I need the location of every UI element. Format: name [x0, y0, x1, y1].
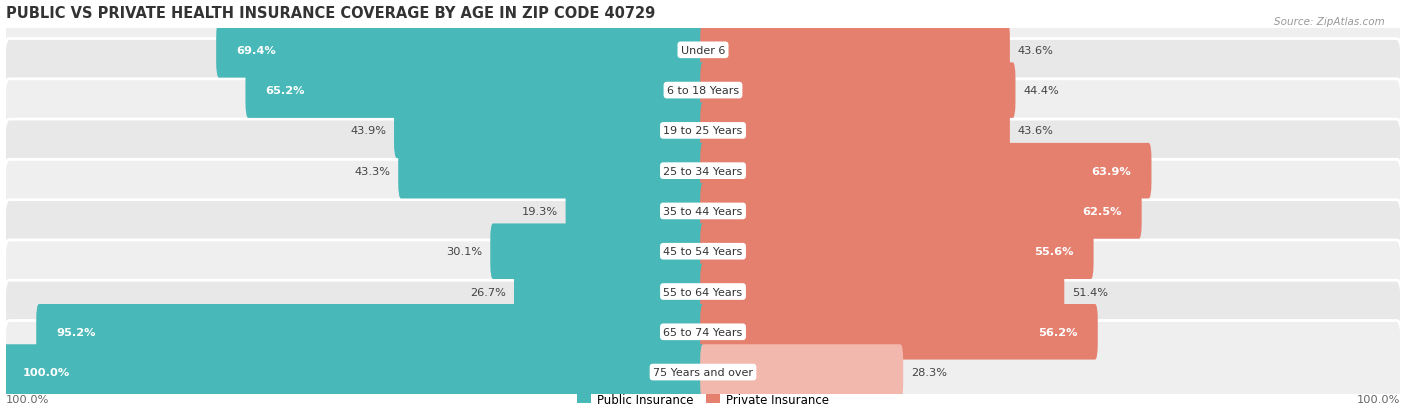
Text: 43.6%: 43.6%: [1018, 126, 1053, 136]
FancyBboxPatch shape: [515, 264, 706, 320]
FancyBboxPatch shape: [3, 0, 1403, 102]
FancyBboxPatch shape: [700, 184, 1142, 239]
Text: 51.4%: 51.4%: [1071, 287, 1108, 297]
Text: 43.3%: 43.3%: [354, 166, 391, 176]
Text: Under 6: Under 6: [681, 46, 725, 56]
FancyBboxPatch shape: [700, 224, 1094, 279]
Text: 95.2%: 95.2%: [56, 327, 96, 337]
Text: 25 to 34 Years: 25 to 34 Years: [664, 166, 742, 176]
FancyBboxPatch shape: [3, 344, 706, 400]
Text: 63.9%: 63.9%: [1091, 166, 1132, 176]
Text: 65 to 74 Years: 65 to 74 Years: [664, 327, 742, 337]
FancyBboxPatch shape: [700, 344, 903, 400]
FancyBboxPatch shape: [700, 264, 1064, 320]
Text: 26.7%: 26.7%: [471, 287, 506, 297]
Text: 55 to 64 Years: 55 to 64 Years: [664, 287, 742, 297]
Text: 100.0%: 100.0%: [6, 394, 49, 404]
Legend: Public Insurance, Private Insurance: Public Insurance, Private Insurance: [572, 388, 834, 411]
Text: 56.2%: 56.2%: [1038, 327, 1077, 337]
Text: Source: ZipAtlas.com: Source: ZipAtlas.com: [1274, 17, 1385, 26]
FancyBboxPatch shape: [3, 240, 1403, 343]
Text: 100.0%: 100.0%: [1357, 394, 1400, 404]
FancyBboxPatch shape: [3, 160, 1403, 263]
Text: 43.9%: 43.9%: [350, 126, 387, 136]
FancyBboxPatch shape: [700, 103, 1010, 159]
FancyBboxPatch shape: [700, 23, 1010, 78]
Text: 43.6%: 43.6%: [1018, 46, 1053, 56]
FancyBboxPatch shape: [491, 224, 706, 279]
FancyBboxPatch shape: [3, 80, 1403, 183]
Text: 62.5%: 62.5%: [1083, 206, 1122, 216]
FancyBboxPatch shape: [3, 120, 1403, 223]
FancyBboxPatch shape: [700, 144, 1152, 199]
FancyBboxPatch shape: [398, 144, 706, 199]
Text: 19 to 25 Years: 19 to 25 Years: [664, 126, 742, 136]
Text: 55.6%: 55.6%: [1033, 247, 1073, 256]
Text: 45 to 54 Years: 45 to 54 Years: [664, 247, 742, 256]
FancyBboxPatch shape: [217, 23, 706, 78]
FancyBboxPatch shape: [3, 40, 1403, 142]
Text: PUBLIC VS PRIVATE HEALTH INSURANCE COVERAGE BY AGE IN ZIP CODE 40729: PUBLIC VS PRIVATE HEALTH INSURANCE COVER…: [6, 5, 655, 21]
Text: 75 Years and over: 75 Years and over: [652, 367, 754, 377]
Text: 6 to 18 Years: 6 to 18 Years: [666, 86, 740, 96]
FancyBboxPatch shape: [3, 321, 1403, 413]
FancyBboxPatch shape: [37, 304, 706, 360]
Text: 35 to 44 Years: 35 to 44 Years: [664, 206, 742, 216]
FancyBboxPatch shape: [3, 280, 1403, 383]
FancyBboxPatch shape: [246, 63, 706, 119]
Text: 19.3%: 19.3%: [522, 206, 558, 216]
Text: 65.2%: 65.2%: [266, 86, 305, 96]
FancyBboxPatch shape: [700, 304, 1098, 360]
Text: 30.1%: 30.1%: [447, 247, 482, 256]
FancyBboxPatch shape: [565, 184, 706, 239]
FancyBboxPatch shape: [394, 103, 706, 159]
FancyBboxPatch shape: [700, 63, 1015, 119]
FancyBboxPatch shape: [3, 200, 1403, 303]
Text: 28.3%: 28.3%: [911, 367, 946, 377]
Text: 69.4%: 69.4%: [236, 46, 276, 56]
Text: 44.4%: 44.4%: [1024, 86, 1059, 96]
Text: 100.0%: 100.0%: [22, 367, 70, 377]
